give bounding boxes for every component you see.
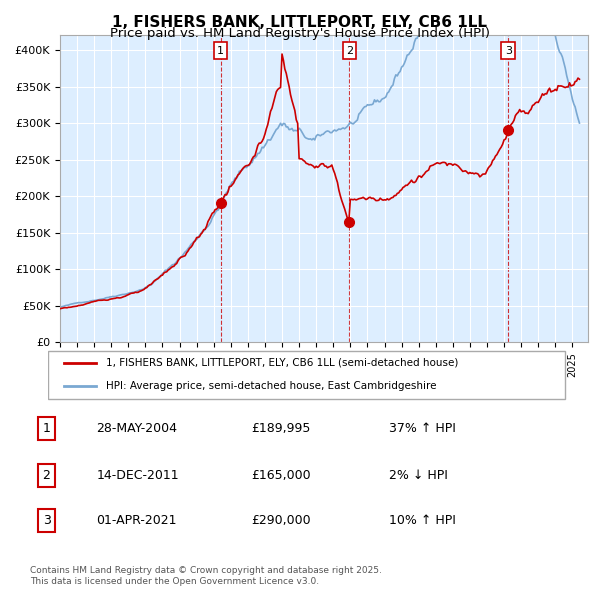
Text: 1, FISHERS BANK, LITTLEPORT, ELY, CB6 1LL: 1, FISHERS BANK, LITTLEPORT, ELY, CB6 1L… [113, 15, 487, 30]
Text: 3: 3 [505, 46, 512, 55]
Text: 28-MAY-2004: 28-MAY-2004 [96, 422, 177, 435]
Text: 37% ↑ HPI: 37% ↑ HPI [389, 422, 455, 435]
FancyBboxPatch shape [48, 350, 565, 399]
Text: Price paid vs. HM Land Registry's House Price Index (HPI): Price paid vs. HM Land Registry's House … [110, 27, 490, 40]
Text: 2% ↓ HPI: 2% ↓ HPI [389, 468, 448, 481]
Text: 10% ↑ HPI: 10% ↑ HPI [389, 514, 455, 527]
Text: 3: 3 [43, 514, 50, 527]
Text: 1: 1 [43, 422, 50, 435]
Text: Contains HM Land Registry data © Crown copyright and database right 2025.
This d: Contains HM Land Registry data © Crown c… [30, 566, 382, 586]
Text: 2: 2 [346, 46, 353, 55]
Text: 14-DEC-2011: 14-DEC-2011 [96, 468, 179, 481]
Text: 01-APR-2021: 01-APR-2021 [96, 514, 177, 527]
Text: £189,995: £189,995 [251, 422, 310, 435]
Text: 2: 2 [43, 468, 50, 481]
Text: 1, FISHERS BANK, LITTLEPORT, ELY, CB6 1LL (semi-detached house): 1, FISHERS BANK, LITTLEPORT, ELY, CB6 1L… [106, 358, 458, 368]
Text: HPI: Average price, semi-detached house, East Cambridgeshire: HPI: Average price, semi-detached house,… [106, 381, 437, 391]
Text: 1: 1 [217, 46, 224, 55]
Text: £290,000: £290,000 [251, 514, 310, 527]
Text: £165,000: £165,000 [251, 468, 310, 481]
